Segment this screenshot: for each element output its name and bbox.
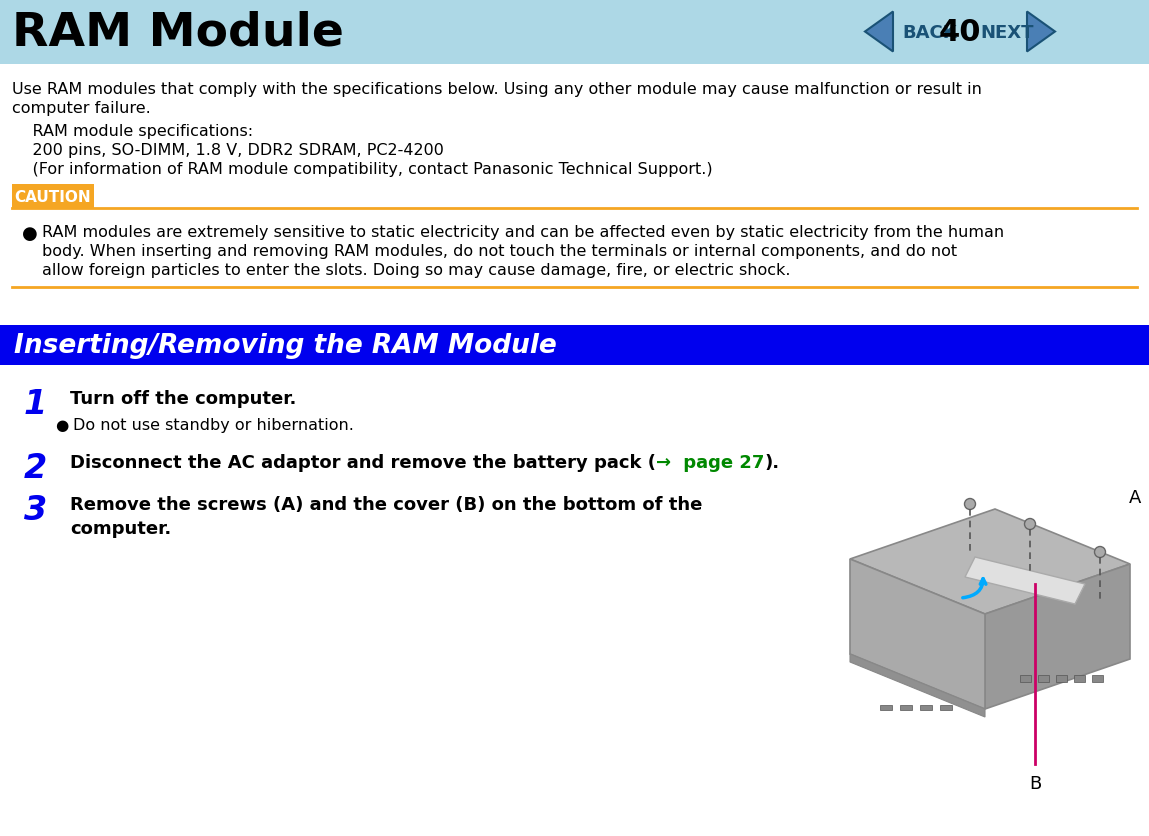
Text: computer.: computer. xyxy=(70,519,171,538)
Text: →: → xyxy=(656,453,678,472)
Bar xyxy=(11,185,94,209)
Bar xyxy=(900,705,912,710)
Text: A: A xyxy=(1128,488,1141,507)
Bar xyxy=(1020,675,1031,682)
Bar xyxy=(880,705,892,710)
Text: CAUTION: CAUTION xyxy=(15,189,91,204)
Text: ).: ). xyxy=(765,453,780,472)
Polygon shape xyxy=(1027,13,1055,53)
Text: Remove the screws (A) and the cover (B) on the bottom of the: Remove the screws (A) and the cover (B) … xyxy=(70,496,702,513)
Polygon shape xyxy=(850,655,985,717)
Text: Disconnect the AC adaptor and remove the battery pack (: Disconnect the AC adaptor and remove the… xyxy=(70,453,656,472)
Bar xyxy=(1056,675,1067,682)
Polygon shape xyxy=(865,13,893,53)
Text: 200 pins, SO-DIMM, 1.8 V, DDR2 SDRAM, PC2-4200: 200 pins, SO-DIMM, 1.8 V, DDR2 SDRAM, PC… xyxy=(11,143,444,158)
Bar xyxy=(1038,675,1049,682)
Text: allow foreign particles to enter the slots. Doing so may cause damage, fire, or : allow foreign particles to enter the slo… xyxy=(43,263,791,278)
Polygon shape xyxy=(965,558,1085,604)
Text: BACK: BACK xyxy=(902,23,957,42)
Text: RAM module specifications:: RAM module specifications: xyxy=(11,124,253,139)
Polygon shape xyxy=(850,559,985,709)
Text: (For information of RAM module compatibility, contact Panasonic Technical Suppor: (For information of RAM module compatibi… xyxy=(11,162,712,176)
Text: RAM Module: RAM Module xyxy=(11,10,344,55)
Text: body. When inserting and removing RAM modules, do not touch the terminals or int: body. When inserting and removing RAM mo… xyxy=(43,244,957,258)
Text: page 27: page 27 xyxy=(678,453,765,472)
Text: 2: 2 xyxy=(24,451,47,484)
Bar xyxy=(0,325,1149,365)
Text: Use RAM modules that comply with the specifications below. Using any other modul: Use RAM modules that comply with the spe… xyxy=(11,82,982,97)
Bar xyxy=(920,705,932,710)
Circle shape xyxy=(1025,519,1035,530)
Polygon shape xyxy=(985,564,1129,709)
Text: Inserting/Removing the RAM Module: Inserting/Removing the RAM Module xyxy=(14,333,557,359)
Polygon shape xyxy=(850,509,1129,614)
Text: Do not use standby or hibernation.: Do not use standby or hibernation. xyxy=(74,417,354,432)
Text: 1: 1 xyxy=(24,388,47,421)
Text: 40: 40 xyxy=(939,18,981,47)
Text: B: B xyxy=(1028,774,1041,792)
Text: computer failure.: computer failure. xyxy=(11,101,151,116)
Bar xyxy=(0,0,1149,65)
Text: NEXT: NEXT xyxy=(980,23,1033,42)
Text: Turn off the computer.: Turn off the computer. xyxy=(70,390,296,407)
Bar xyxy=(940,705,953,710)
Text: 3: 3 xyxy=(24,493,47,527)
Circle shape xyxy=(1095,547,1105,558)
Bar xyxy=(1074,675,1085,682)
Text: ●: ● xyxy=(55,417,68,432)
Bar xyxy=(1092,675,1103,682)
Text: RAM modules are extremely sensitive to static electricity and can be affected ev: RAM modules are extremely sensitive to s… xyxy=(43,225,1004,240)
Text: ●: ● xyxy=(22,225,38,242)
Circle shape xyxy=(964,499,976,510)
